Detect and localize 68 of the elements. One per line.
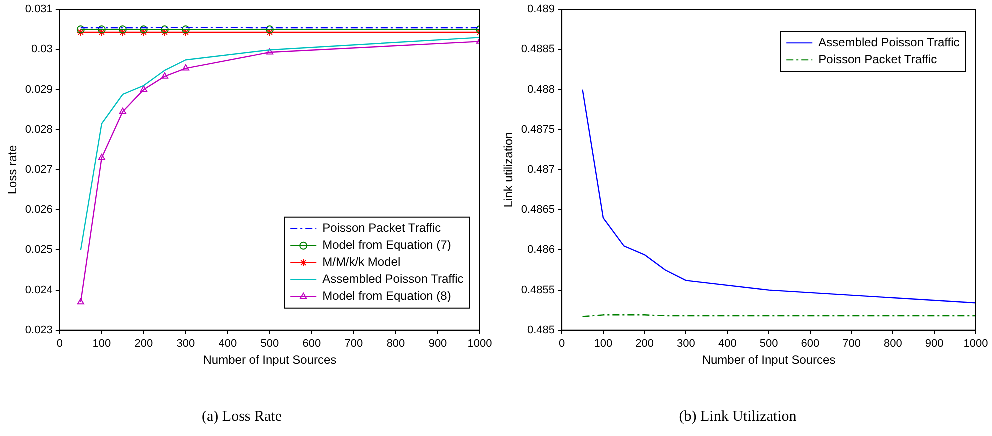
point <box>76 28 85 36</box>
x-tick-label: 100 <box>92 338 112 350</box>
x-tick-label: 700 <box>344 338 364 350</box>
x-tick-label: 400 <box>218 338 238 350</box>
x-tick-label: 500 <box>760 338 778 350</box>
x-tick-label: 0 <box>558 338 566 350</box>
x-tick-label: 800 <box>386 338 406 350</box>
x-tick-label: 400 <box>718 338 737 350</box>
x-tick-label: 600 <box>302 338 322 350</box>
x-tick-label: 800 <box>884 338 902 350</box>
text: (b) Link Utilization <box>679 408 798 425</box>
point <box>98 26 106 34</box>
y-axis-title: Loss rate <box>6 144 20 195</box>
y-tick-label: 0.025 <box>25 244 53 256</box>
x-tick-label: 900 <box>428 338 448 350</box>
point <box>119 108 126 114</box>
x-tick-label: 700 <box>842 338 861 350</box>
x-tick-label: 200 <box>636 338 654 350</box>
y-tick-label: 0.486 <box>528 244 556 256</box>
y-tick-label: 0.023 <box>25 324 53 336</box>
legend-label: Model from Equation (7) <box>322 238 452 252</box>
x-tick-label: 200 <box>134 338 154 350</box>
x-tick-label: 300 <box>677 338 696 350</box>
y-tick-label: 0.4855 <box>521 284 556 296</box>
y-tick-label: 0.489 <box>528 4 556 16</box>
legend-label: Poisson Packet Traffic <box>322 221 442 236</box>
x-tick-label: 1000 <box>468 338 492 350</box>
point <box>140 86 148 92</box>
y-tick-label: 0.031 <box>25 4 53 16</box>
x-tick-label: 900 <box>925 338 944 350</box>
legend-label: Model from Equation (8) <box>322 289 452 304</box>
x-tick-label: 300 <box>176 338 196 350</box>
point <box>182 26 190 34</box>
legend-label: Assembled Poisson Traffic <box>818 35 960 50</box>
x-tick-label: 1000 <box>964 338 988 350</box>
point <box>76 26 85 34</box>
y-tick-label: 0.029 <box>25 84 53 96</box>
point <box>118 26 127 34</box>
legend-label: Assembled Poisson Traffic <box>322 272 464 286</box>
point <box>98 154 106 160</box>
y-tick-label: 0.028 <box>25 124 53 136</box>
y-tick-label: 0.4885 <box>521 44 556 56</box>
y-tick-label: 0.4865 <box>521 204 556 216</box>
point <box>160 26 169 34</box>
y-axis-title: Link utilization <box>502 132 516 208</box>
point <box>161 72 168 79</box>
y-tick-label: 0.485 <box>528 324 556 336</box>
x-tick-label: 0 <box>56 338 63 350</box>
point <box>266 48 274 55</box>
point <box>182 64 190 71</box>
y-tick-label: 0.488 <box>528 84 556 96</box>
point <box>266 26 274 34</box>
y-tick-label: 0.4875 <box>521 124 556 136</box>
y-tick-label: 0.024 <box>25 284 53 296</box>
y-tick-label: 0.026 <box>25 204 53 216</box>
legend-label: Poisson Packet Traffic <box>818 52 938 66</box>
point <box>77 298 84 305</box>
y-tick-label: 0.03 <box>32 44 53 56</box>
y-tick-label: 0.027 <box>25 164 53 176</box>
x-axis-title: Number of Input Sources <box>702 353 836 368</box>
point <box>140 26 148 34</box>
x-tick-label: 500 <box>260 338 280 350</box>
x-tick-label: 600 <box>801 338 820 350</box>
x-axis-title: Number of Input Sources <box>203 353 337 368</box>
text: (a) Loss Rate <box>202 408 282 425</box>
y-tick-label: 0.487 <box>528 164 556 176</box>
legend-label: M/M/k/k Model <box>322 255 401 270</box>
x-tick-label: 100 <box>594 338 613 350</box>
